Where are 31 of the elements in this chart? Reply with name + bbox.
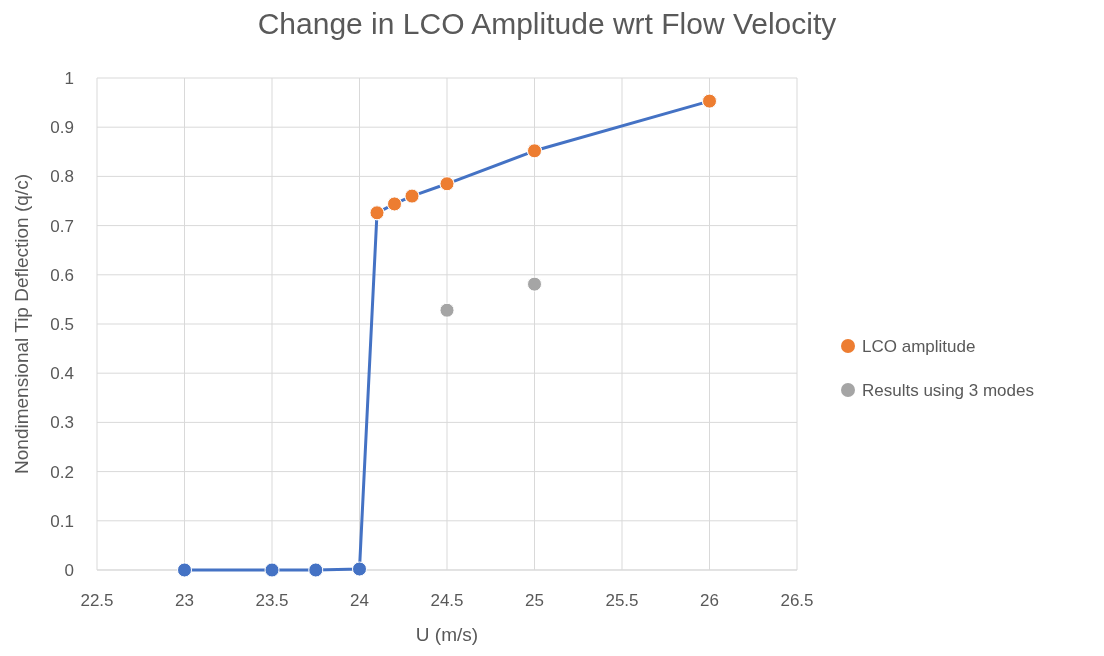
x-tick-label: 23 [175,591,194,610]
x-tick-label: 26.5 [780,591,814,610]
x-tick-label: 25.5 [605,591,639,610]
y-axis-title: Nondimensional Tip Deflection (q/c) [11,174,32,474]
point [177,562,192,578]
x-tick-label: 24.5 [430,591,464,610]
y-tick-label: 1 [64,69,74,88]
y-tick-label: 0.8 [50,167,74,187]
point [264,562,280,578]
point [527,276,542,292]
point [352,561,367,577]
y-tick-label: 0.9 [50,118,74,138]
y-tick-label: 0.1 [50,511,74,531]
x-tick-label: 25 [525,591,544,610]
x-tick-label: 23.5 [255,591,289,610]
y-tick-label: 0.3 [50,413,74,433]
chart-title: Change in LCO Amplitude wrt Flow Velocity [257,7,837,40]
point [308,562,324,578]
x-axis-title: U (m/s) [415,624,479,645]
y-tick-label: 0 [64,561,74,580]
y-tick-label: 0.5 [50,315,74,334]
x-tick-label: 26 [700,591,719,610]
legend-label: Results using 3 modes [862,381,1034,400]
x-tick-label: 22.5 [80,591,114,610]
y-tick-label: 0.2 [50,462,74,482]
point [439,302,455,318]
legend-label: LCO amplitude [862,337,976,356]
y-tick-label: 0.6 [50,265,74,285]
y-tick-label: 0.7 [50,216,74,236]
y-tick-label: 0.4 [50,364,74,384]
x-tick-label: 24 [350,591,369,610]
